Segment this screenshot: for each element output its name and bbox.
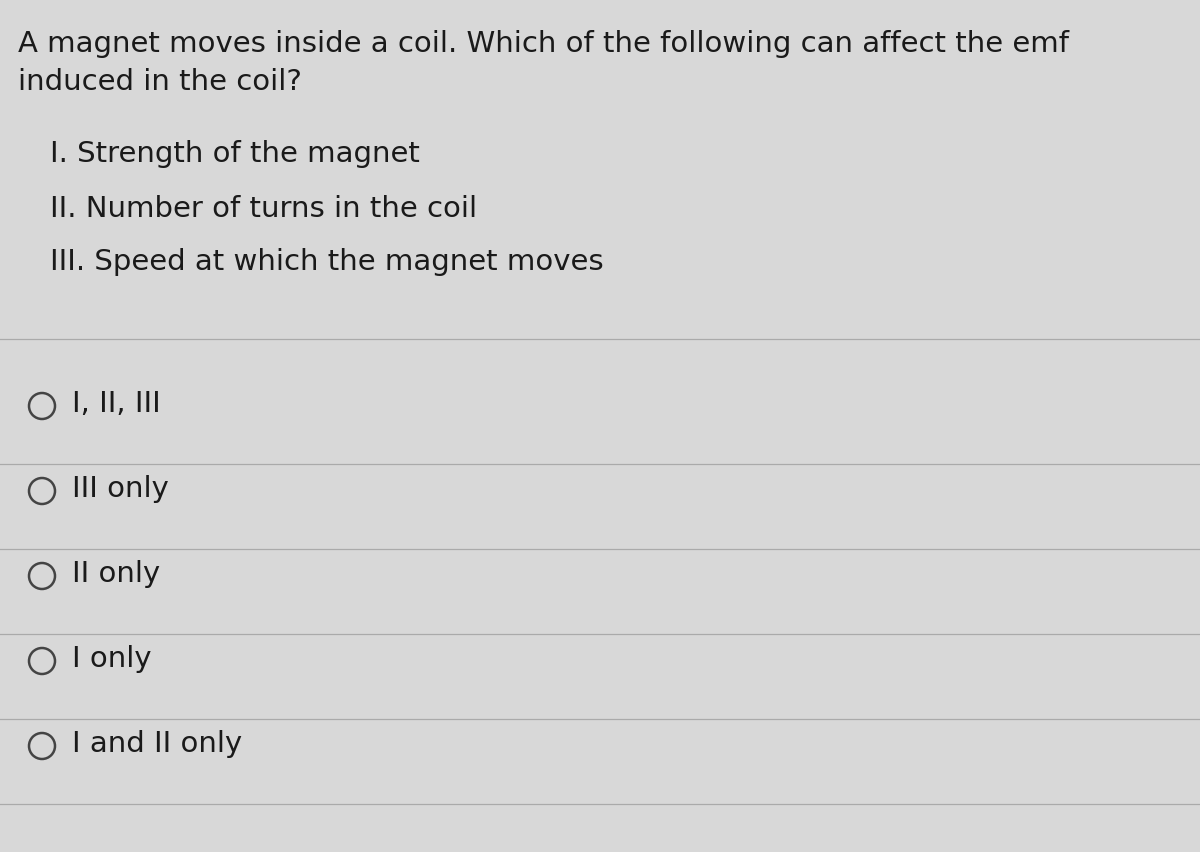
Text: II only: II only (72, 560, 161, 587)
Text: III only: III only (72, 475, 169, 503)
Text: I only: I only (72, 644, 151, 672)
Text: induced in the coil?: induced in the coil? (18, 68, 302, 96)
Text: II. Number of turns in the coil: II. Number of turns in the coil (50, 195, 478, 222)
Text: I and II only: I and II only (72, 729, 242, 757)
Text: I. Strength of the magnet: I. Strength of the magnet (50, 140, 420, 168)
Text: III. Speed at which the magnet moves: III. Speed at which the magnet moves (50, 248, 604, 276)
Text: A magnet moves inside a coil. Which of the following can affect the emf: A magnet moves inside a coil. Which of t… (18, 30, 1069, 58)
Text: I, II, III: I, II, III (72, 389, 161, 417)
